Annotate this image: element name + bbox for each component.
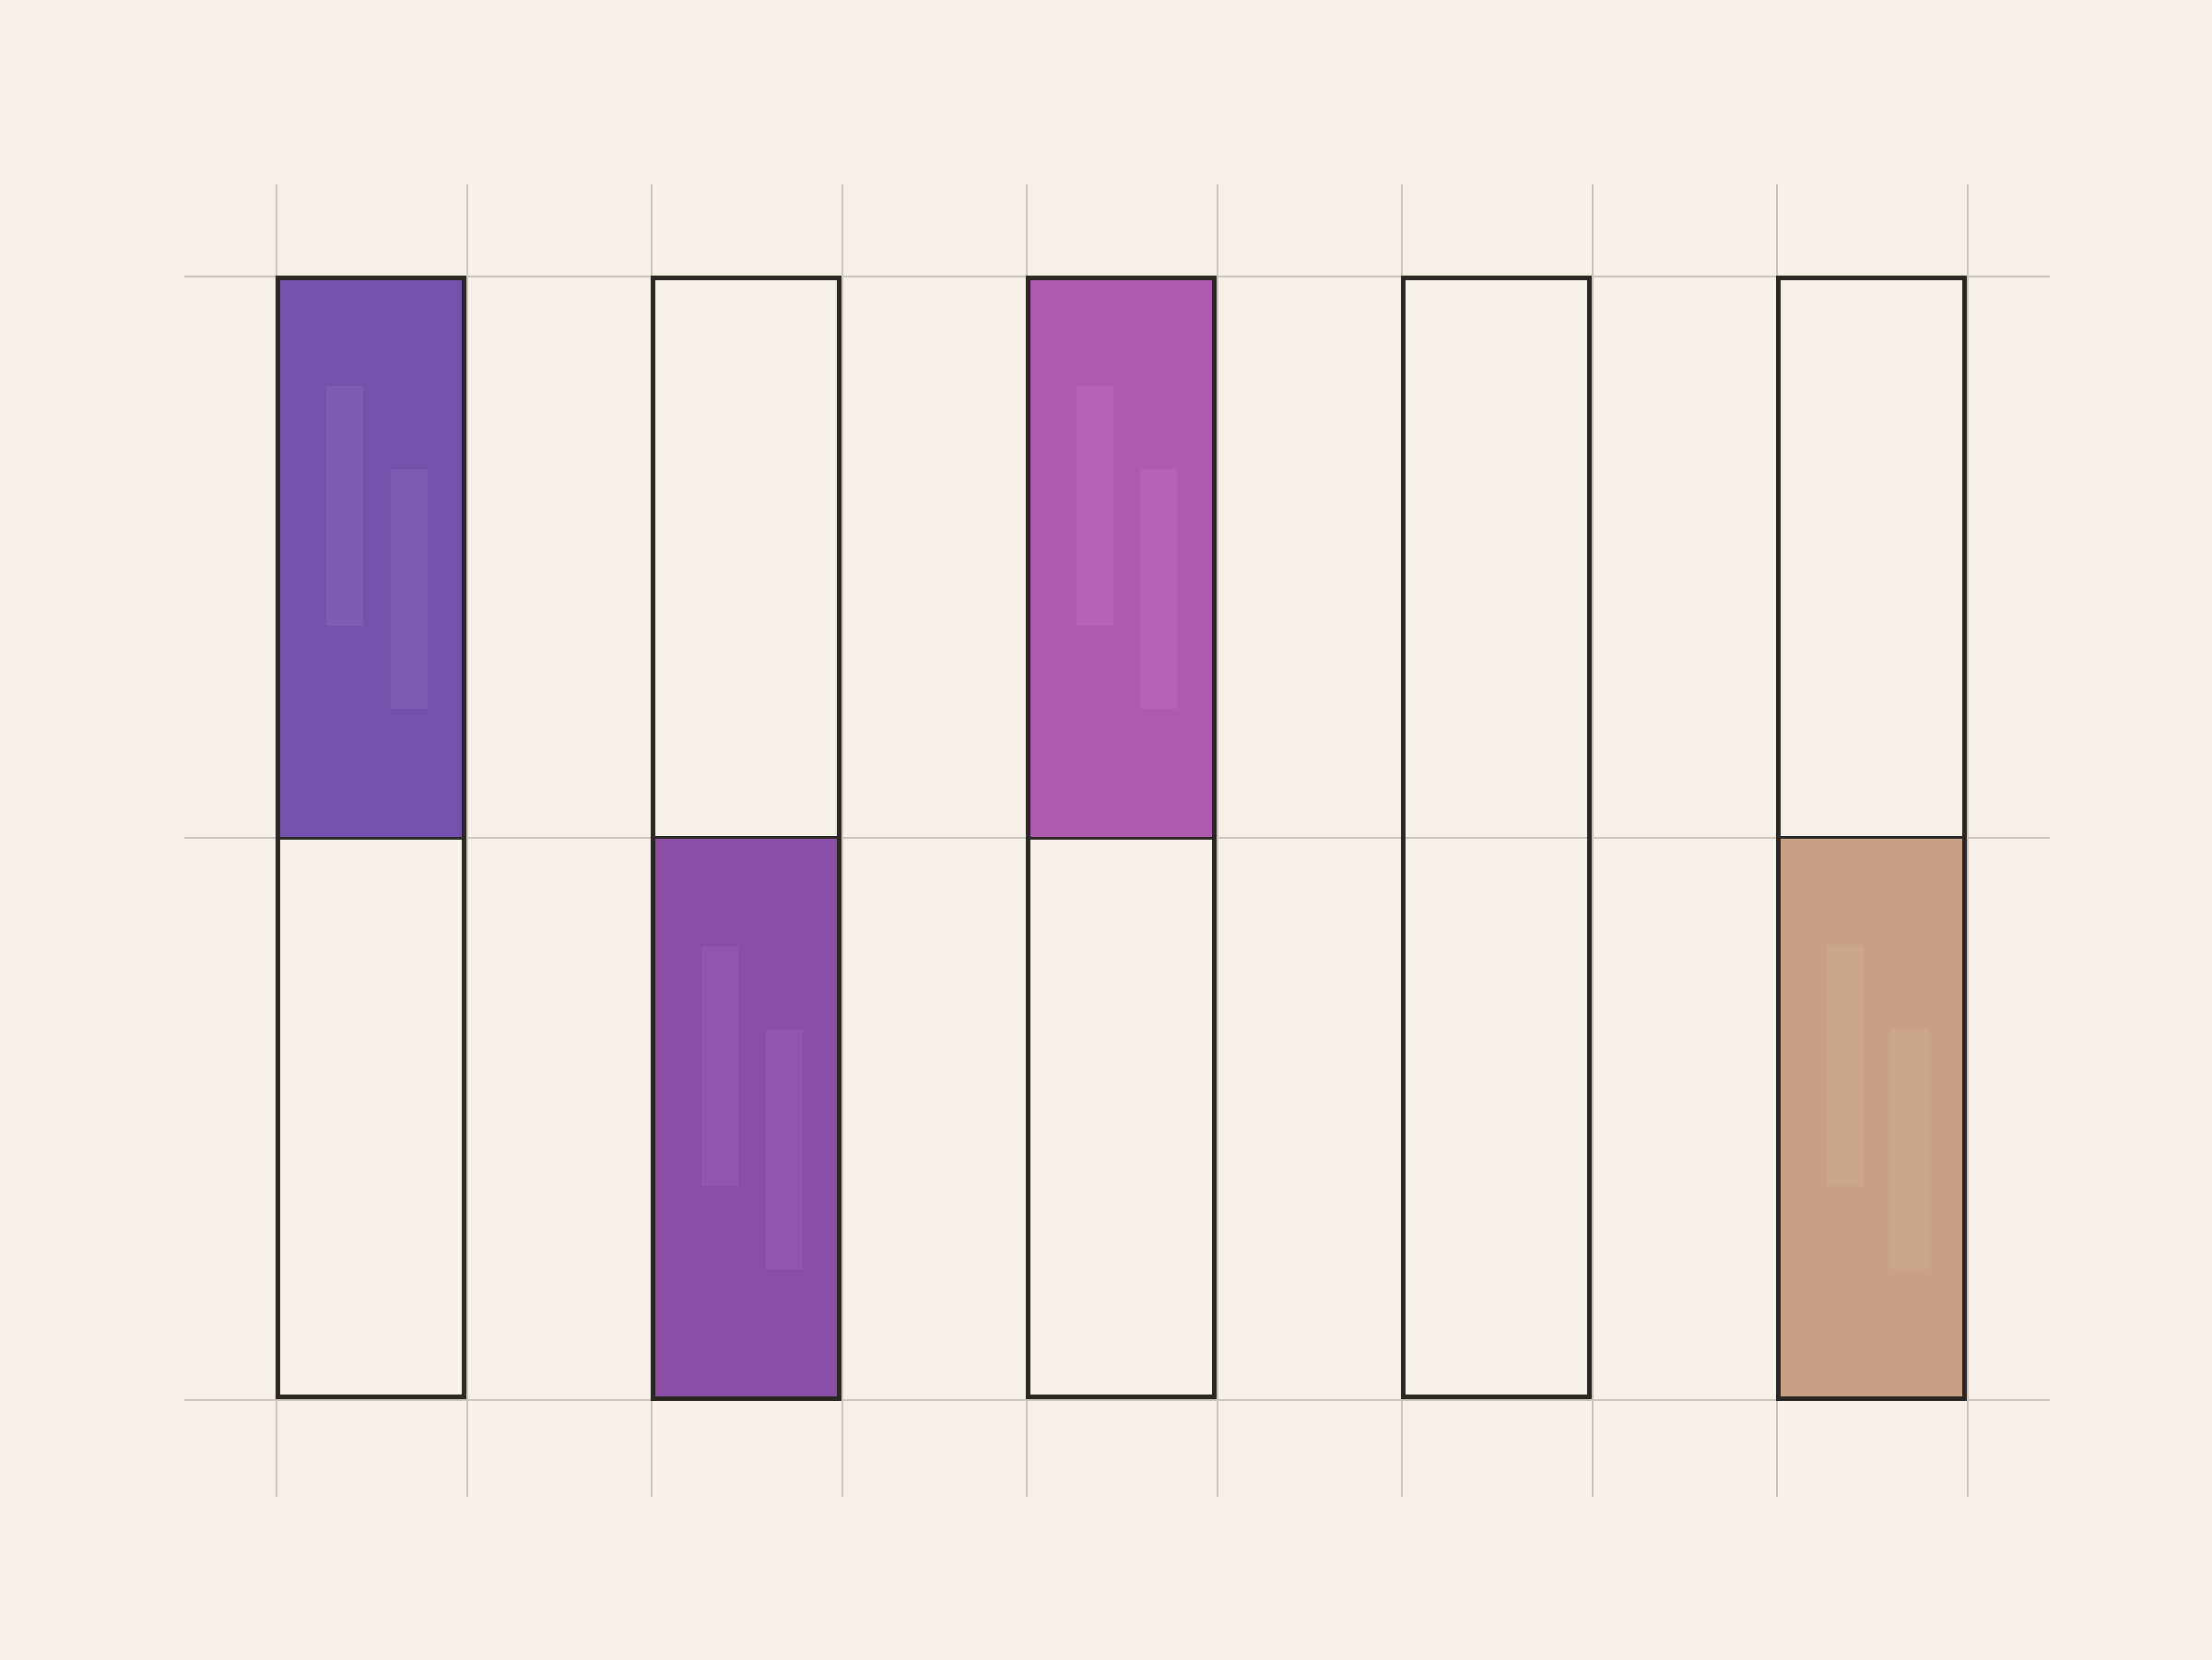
gridline-vertical-3b [1217, 184, 1218, 1497]
gridline-vertical-4b [1592, 184, 1594, 1497]
bar-fill-3[interactable] [1026, 276, 1217, 840]
bar-fill-2[interactable] [651, 836, 841, 1401]
gridline-vertical-2b [841, 184, 843, 1497]
bar-outline-4[interactable] [1401, 276, 1592, 1399]
bar-fill-6[interactable] [1776, 836, 1967, 1401]
gridline-vertical-5b [1967, 184, 1969, 1497]
bar-fill-1[interactable] [276, 276, 466, 840]
gridline-vertical-1b [466, 184, 468, 1497]
gridline-horizontal-bottom [184, 1399, 2050, 1401]
